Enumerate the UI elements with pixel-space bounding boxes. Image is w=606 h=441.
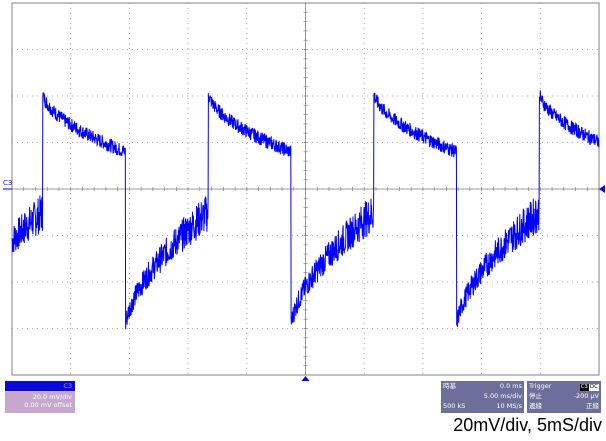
timebase-info-box[interactable]: 時基 0.0 ms 5.00 ms/div 500 kS 10 MS/s [441, 381, 524, 413]
trigger-position-arrow [301, 376, 310, 381]
markers [3, 185, 605, 381]
trigger-slope: 正緣 [586, 402, 599, 410]
timebase-title: 時基 [443, 382, 456, 390]
trigger-type: 邊緣 [529, 402, 542, 410]
timebase-sample-rate: 10 MS/s [496, 402, 522, 410]
trigger-level-arrow [599, 185, 605, 193]
channel-info-body: 20.0 mV/div 0.00 mV offset [5, 391, 75, 413]
trigger-source-badge: C3 [579, 384, 589, 391]
timebase-delay: 0.0 ms [499, 382, 522, 390]
timebase-per-div: 5.00 ms/div [483, 392, 522, 400]
channel-info-header: C3 [5, 381, 75, 391]
channel-scale: 20.0 mV/div [32, 393, 72, 401]
trace [11, 90, 600, 330]
channel-offset: 0.00 mV offset [24, 401, 72, 409]
waveform-trace [11, 90, 600, 330]
channel-info-box[interactable]: C3 20.0 mV/div 0.00 mV offset [5, 381, 75, 413]
trigger-coupling-badge: DC [588, 384, 599, 391]
trigger-mode: 停止 [529, 392, 542, 400]
grid [11, 2, 600, 376]
trigger-info-box[interactable]: Trigger C3 DC 停止 -200 μV 邊緣 正緣 [527, 381, 601, 413]
caption: 20mV/div, 5mS/div [453, 415, 602, 435]
timebase-samples: 500 kS [443, 402, 466, 410]
trigger-level: -200 μV [573, 392, 599, 400]
trigger-title: Trigger [529, 382, 552, 390]
channel-marker-label: C3 [3, 179, 13, 187]
